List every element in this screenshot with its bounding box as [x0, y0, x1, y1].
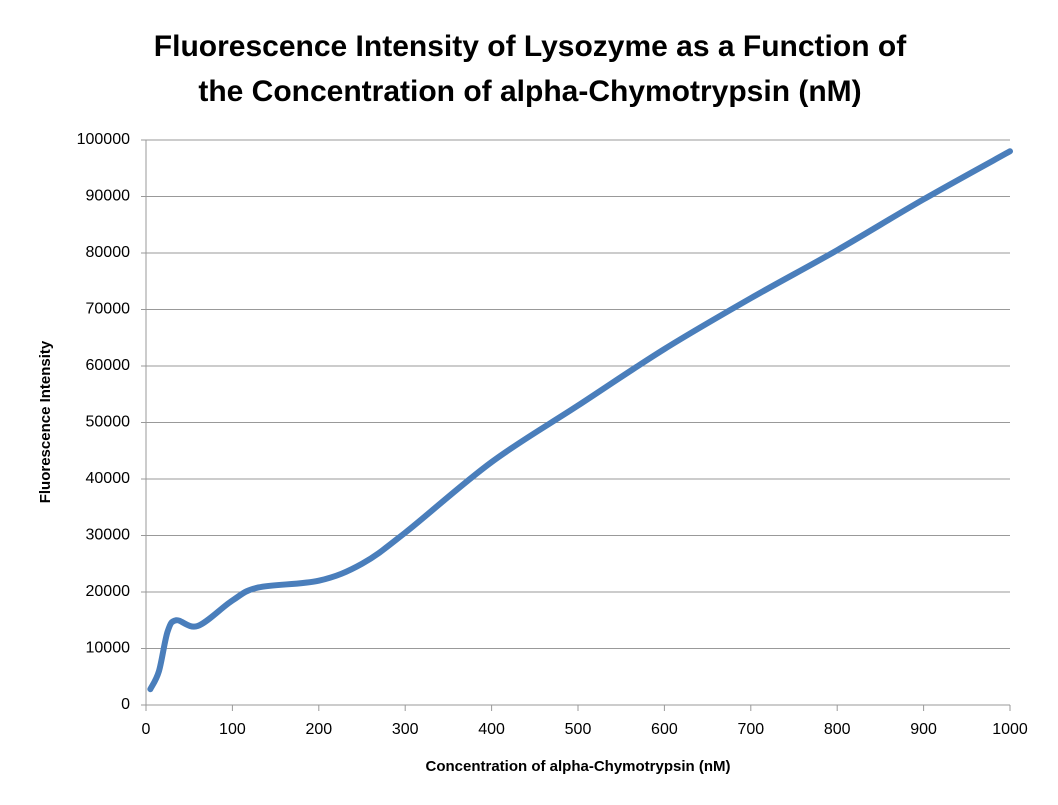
y-axis-label: Fluorescence Intensity	[37, 340, 54, 503]
x-tick-label: 1000	[992, 721, 1028, 738]
x-axis-label: Concentration of alpha-Chymotrypsin (nM)	[426, 758, 731, 775]
y-tick-label: 10000	[86, 640, 131, 657]
x-tick-label: 700	[737, 721, 764, 738]
x-tick-label: 200	[305, 721, 332, 738]
y-tick-label: 100000	[77, 131, 130, 148]
chart-title: the Concentration of alpha-Chymotrypsin …	[198, 75, 861, 108]
x-tick-label: 500	[565, 721, 592, 738]
y-tick-label: 0	[121, 696, 130, 713]
y-tick-label: 30000	[86, 527, 131, 544]
y-tick-label: 60000	[86, 357, 131, 374]
x-tick-label: 600	[651, 721, 678, 738]
x-tick-label: 100	[219, 721, 246, 738]
chart-title: Fluorescence Intensity of Lysozyme as a …	[154, 30, 907, 63]
y-tick-label: 20000	[86, 583, 131, 600]
y-tick-label: 80000	[86, 244, 131, 261]
x-tick-label: 0	[142, 721, 151, 738]
y-tick-label: 50000	[86, 414, 131, 431]
x-tick-label: 400	[478, 721, 505, 738]
x-tick-label: 300	[392, 721, 419, 738]
y-tick-label: 40000	[86, 470, 131, 487]
x-tick-label: 900	[910, 721, 937, 738]
y-tick-label: 70000	[86, 301, 131, 318]
x-tick-label: 800	[824, 721, 851, 738]
data-line	[147, 148, 1013, 693]
y-tick-label: 90000	[86, 188, 131, 205]
